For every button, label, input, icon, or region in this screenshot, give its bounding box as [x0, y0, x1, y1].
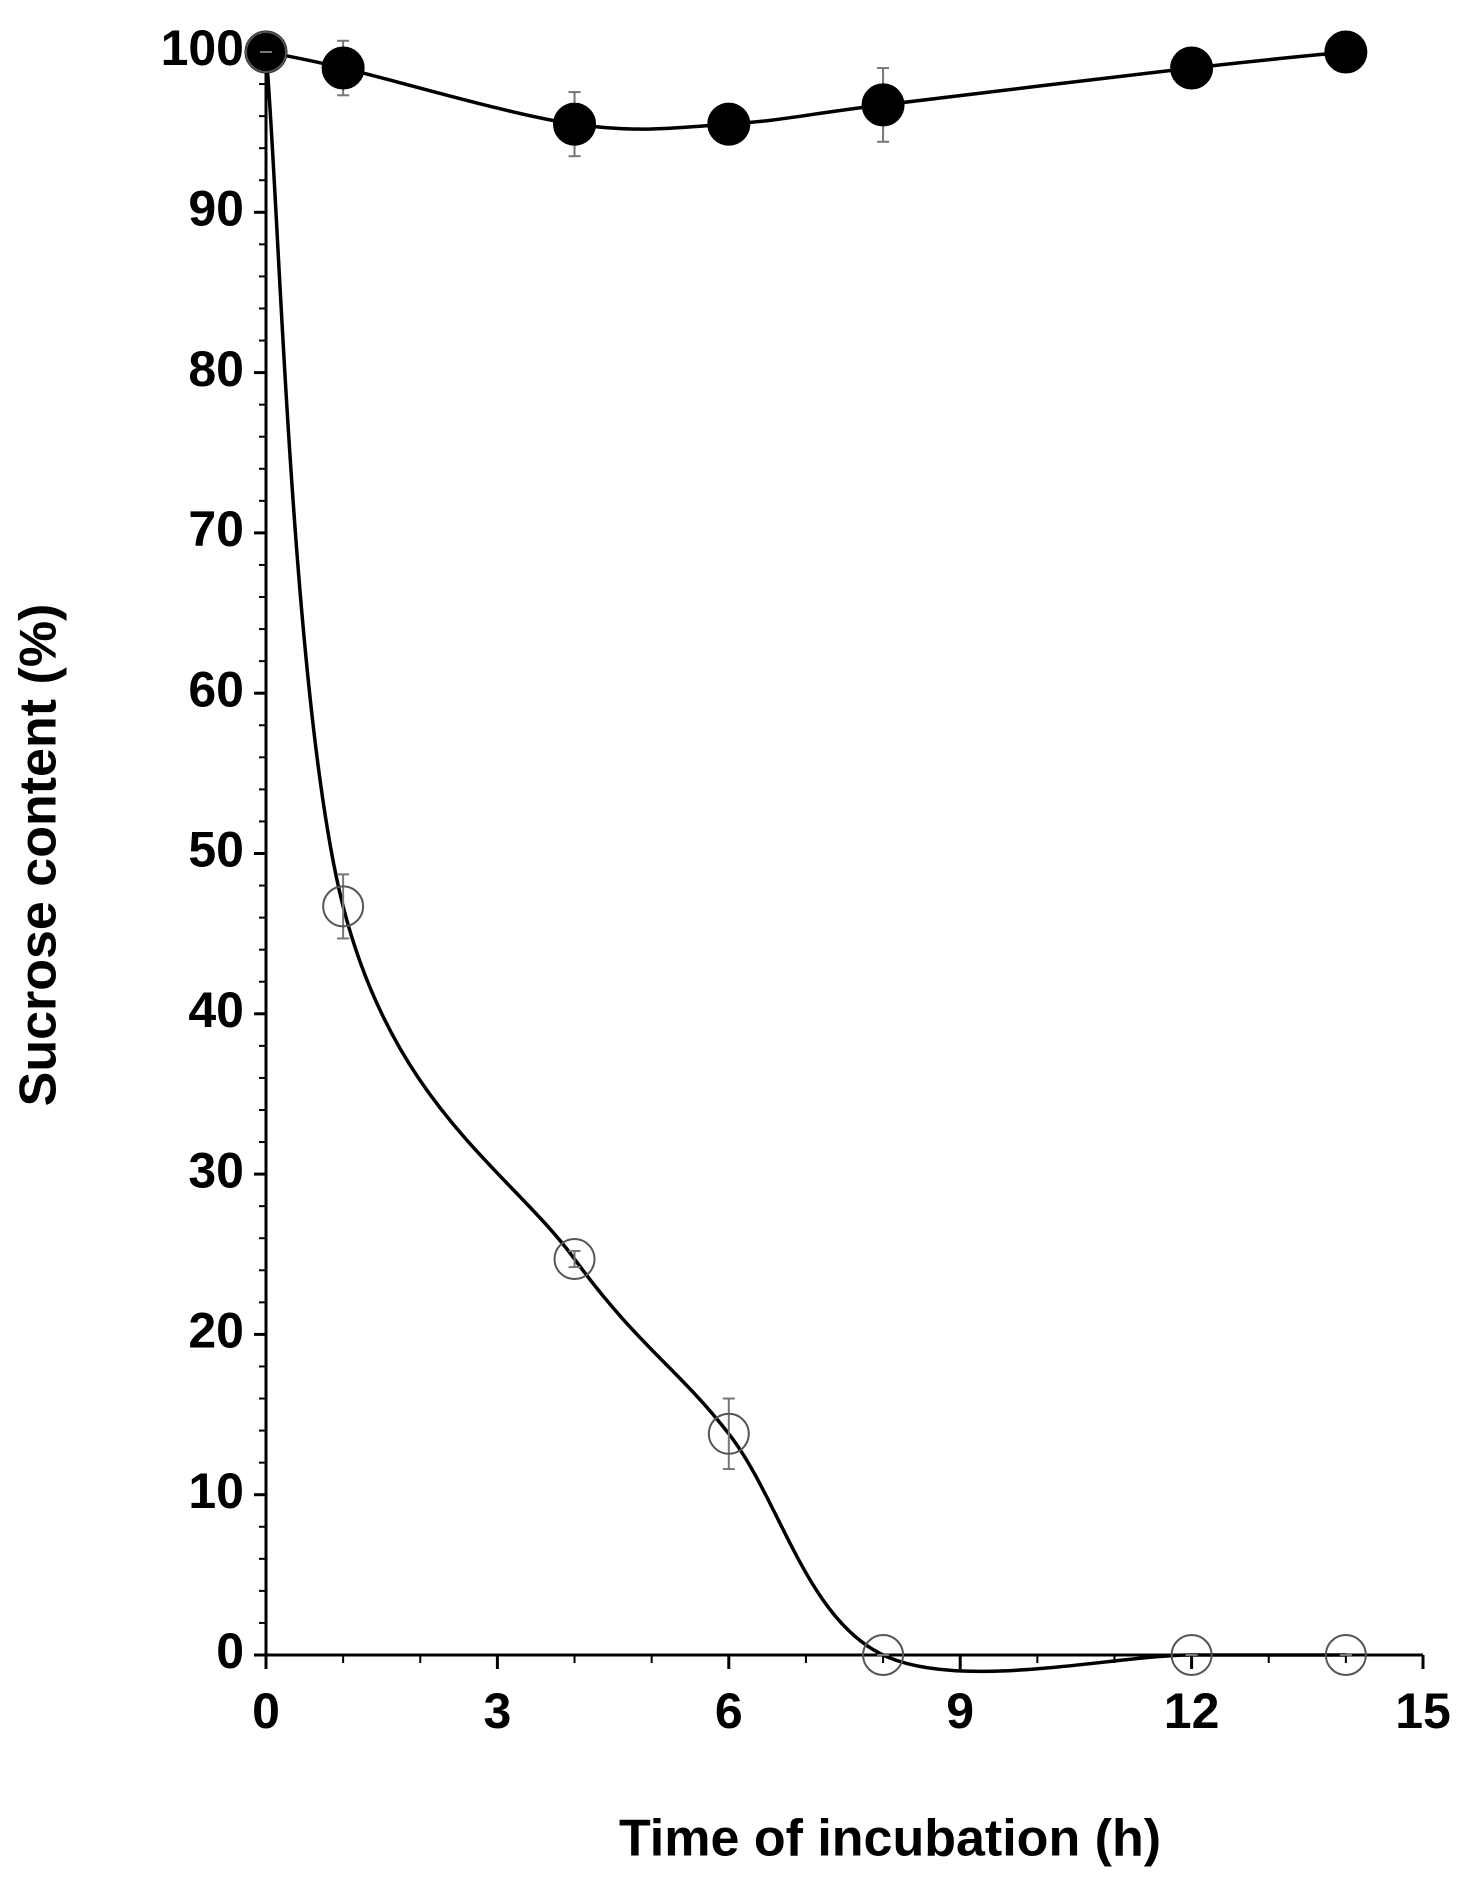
- y-tick-label: 20: [188, 1303, 244, 1359]
- data-point: [1324, 1634, 1367, 1676]
- data-point: [862, 1634, 905, 1676]
- y-tick-label: 30: [188, 1142, 244, 1198]
- x-axis-title: Time of incubation (h): [619, 1810, 1161, 1868]
- data-point: [1170, 1634, 1213, 1676]
- data-point: [707, 102, 751, 146]
- data-point: [861, 83, 905, 127]
- data-point: [245, 31, 287, 73]
- data-point: [553, 102, 597, 146]
- data-point: [1324, 30, 1368, 74]
- x-tick-label: 3: [483, 1683, 511, 1739]
- x-tick-label: 0: [252, 1683, 280, 1739]
- y-tick-label: 40: [188, 982, 244, 1038]
- y-tick-label: 60: [188, 661, 244, 717]
- x-tick-label: 6: [715, 1683, 743, 1739]
- y-tick-label: 90: [188, 181, 244, 237]
- y-tick-label: 0: [216, 1623, 244, 1679]
- data-point: [707, 1412, 750, 1455]
- x-tick-label: 15: [1395, 1683, 1451, 1739]
- series-line: [264, 51, 1346, 1674]
- y-axis-title: Sucrose content (%): [10, 604, 68, 1107]
- y-tick-label: 80: [188, 341, 244, 397]
- x-tick-label: 9: [946, 1683, 974, 1739]
- data-point: [322, 885, 365, 928]
- data-point: [553, 1238, 596, 1281]
- data-point: [321, 46, 365, 90]
- data-point: [1170, 46, 1214, 90]
- y-tick-label: 70: [188, 501, 244, 557]
- y-tick-label: 50: [188, 822, 244, 878]
- x-tick-label: 12: [1164, 1683, 1220, 1739]
- y-tick-label: 100: [161, 20, 244, 76]
- y-tick-label: 10: [188, 1463, 244, 1519]
